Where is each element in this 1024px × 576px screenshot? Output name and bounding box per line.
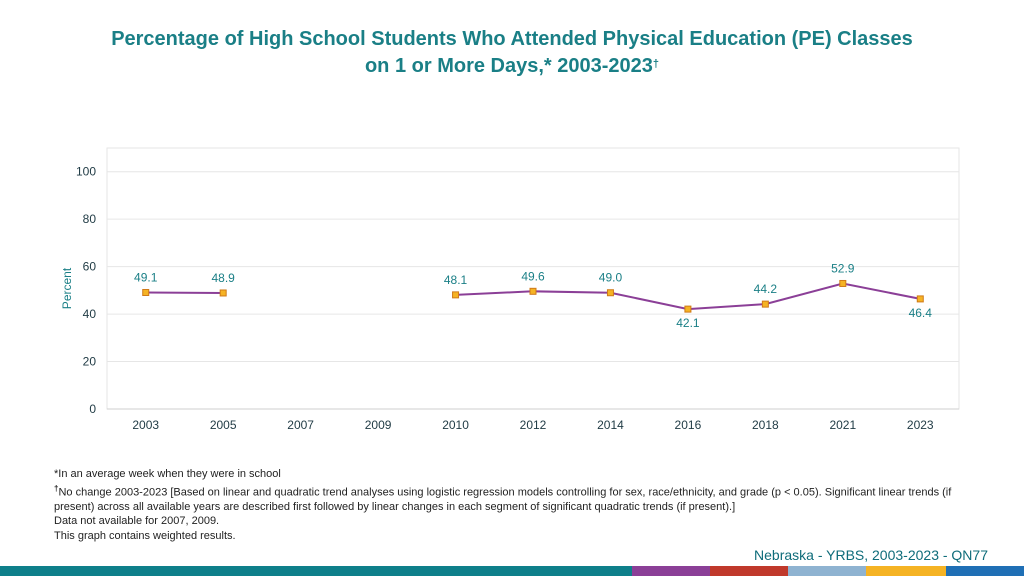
y-tick-label: 80	[83, 212, 97, 226]
y-tick-label: 40	[83, 307, 97, 321]
data-label: 52.9	[831, 261, 855, 275]
x-tick-label: 2023	[907, 418, 934, 432]
series-line	[455, 282, 921, 311]
y-axis-label: Percent	[60, 267, 74, 309]
data-label: 49.0	[599, 271, 623, 285]
data-point	[452, 291, 460, 299]
footnotes: *In an average week when they were in sc…	[54, 467, 954, 543]
data-point	[606, 289, 614, 297]
chart-title: Percentage of High School Students Who A…	[0, 26, 1024, 80]
x-tick-label: 2018	[752, 418, 779, 432]
x-tick-label: 2003	[132, 418, 159, 432]
y-tick-label: 20	[83, 355, 97, 369]
bottom-bar-segment	[866, 566, 946, 576]
chart-title-line-2: on 1 or More Days,* 2003-2023†	[0, 53, 1024, 80]
data-label: 49.1	[134, 270, 158, 284]
x-tick-label: 2021	[829, 418, 856, 432]
data-point	[142, 288, 150, 296]
x-tick-label: 2005	[210, 418, 237, 432]
footnote-3: Data not available for 2007, 2009.	[54, 515, 220, 528]
y-tick-label: 0	[89, 402, 96, 416]
y-tick-label: 60	[83, 260, 97, 274]
bottom-color-bar	[0, 566, 1024, 576]
data-point	[684, 305, 692, 313]
data-point	[761, 300, 769, 308]
bottom-bar-segment	[710, 566, 788, 576]
data-label: 42.1	[676, 316, 700, 330]
data-point	[529, 287, 537, 295]
data-label: 49.6	[521, 269, 545, 283]
data-label: 48.1	[444, 273, 468, 287]
x-tick-label: 2014	[597, 418, 624, 432]
footnote-2-mark: †	[54, 483, 59, 493]
bottom-bar-segment	[788, 566, 866, 576]
data-label: 44.2	[754, 282, 778, 296]
footnote-1: *In an average week when they were in sc…	[54, 468, 281, 480]
y-tick-label: 100	[76, 165, 96, 179]
data-point	[219, 289, 227, 297]
x-tick-label: 2010	[442, 418, 469, 432]
source-label: Nebraska - YRBS, 2003-2023 - QN77	[754, 547, 988, 563]
footnote-2: †No change 2003-2023 [Based on linear an…	[54, 482, 954, 515]
x-tick-label: 2009	[365, 418, 392, 432]
bottom-bar-segment	[0, 566, 632, 576]
x-tick-label: 2012	[520, 418, 547, 432]
footnote-2-text: No change 2003-2023 [Based on linear and…	[54, 486, 952, 513]
bottom-bar-segment	[946, 566, 1024, 576]
x-tick-label: 2016	[675, 418, 702, 432]
data-label: 48.9	[212, 271, 236, 285]
data-point	[916, 295, 924, 303]
footnote-4: This graph contains weighted results.	[54, 529, 236, 542]
title-dagger-mark: †	[652, 58, 660, 70]
data-point	[839, 279, 847, 287]
data-label: 46.4	[909, 306, 933, 320]
bottom-bar-segment	[632, 566, 710, 576]
x-tick-label: 2007	[287, 418, 314, 432]
chart-title-line-2-text: on 1 or More Days,* 2003-2023	[364, 55, 653, 77]
chart-title-line-1: Percentage of High School Students Who A…	[111, 28, 913, 50]
line-chart: 0 20 40 60 80 100 Percent 2003 2005 2007 2009 2010 2…	[60, 147, 960, 432]
